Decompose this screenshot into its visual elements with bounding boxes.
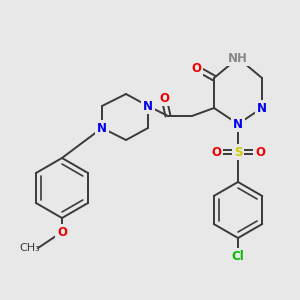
Text: N: N (257, 101, 267, 115)
Text: O: O (57, 226, 67, 238)
Text: N: N (143, 100, 153, 112)
Text: N: N (97, 122, 107, 134)
Text: O: O (159, 92, 169, 104)
Text: CH₃: CH₃ (20, 243, 40, 253)
Text: O: O (255, 146, 265, 158)
Text: S: S (234, 146, 242, 158)
Text: NH: NH (228, 52, 248, 64)
Text: O: O (211, 146, 221, 158)
Text: Cl: Cl (232, 250, 244, 262)
Text: O: O (191, 61, 201, 74)
Text: N: N (233, 118, 243, 130)
